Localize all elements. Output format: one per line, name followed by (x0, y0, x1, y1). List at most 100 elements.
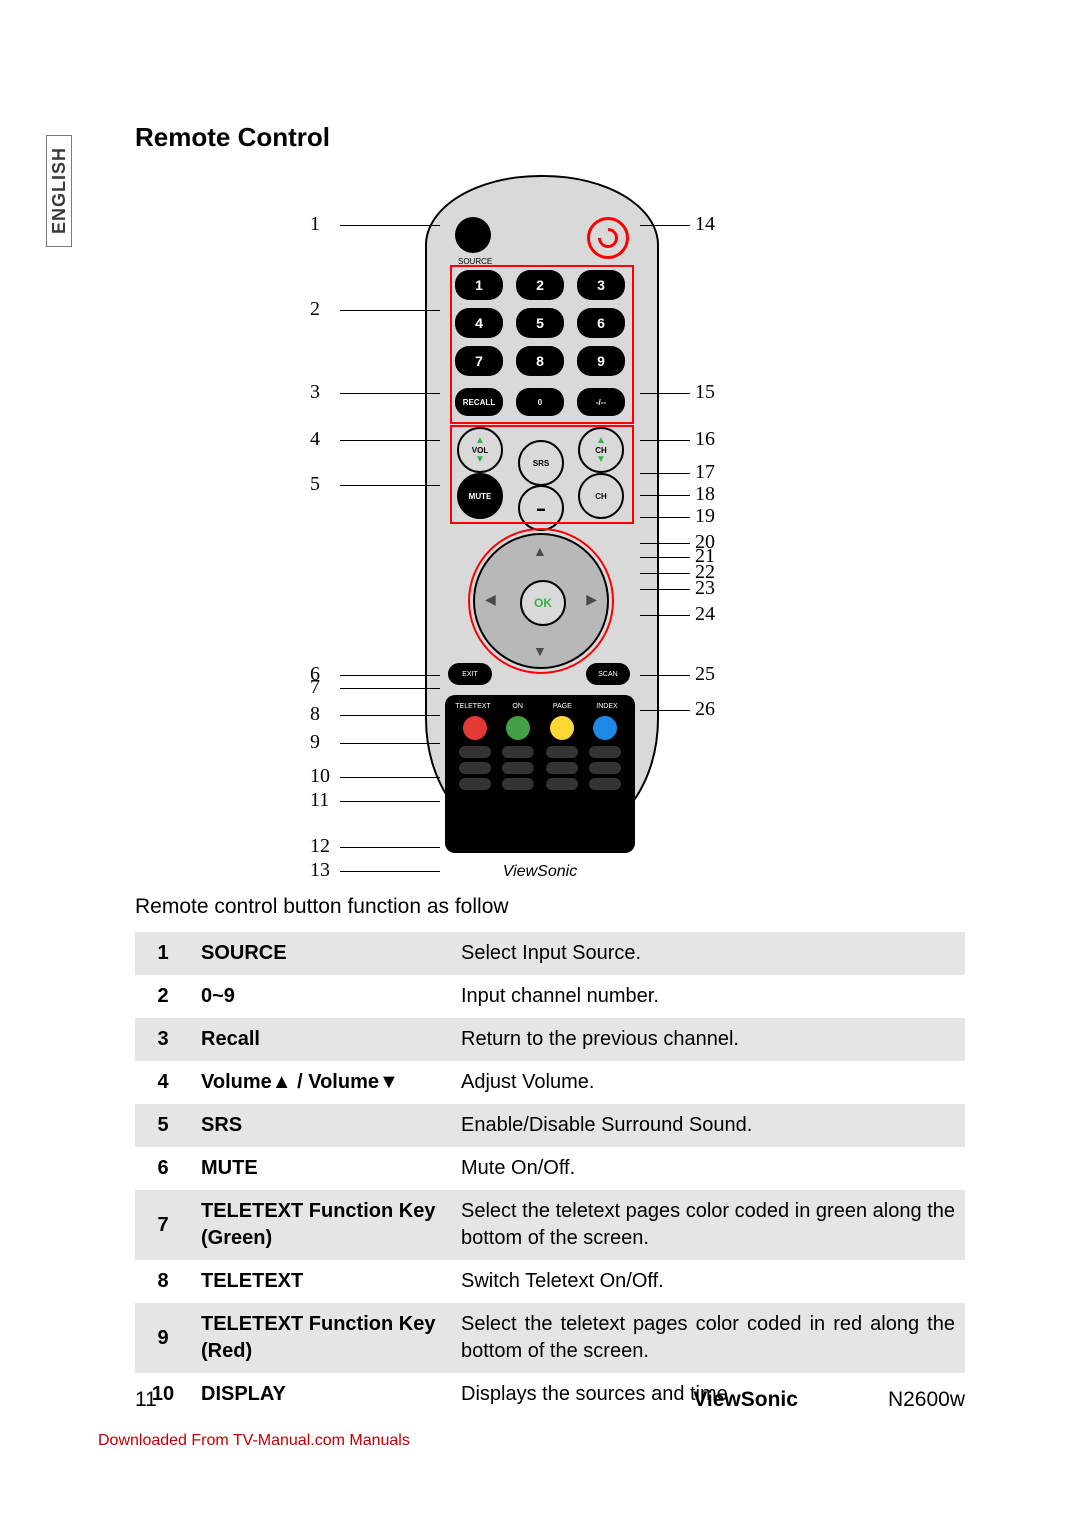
callout-line (640, 589, 690, 590)
green-key-icon (506, 716, 530, 740)
callout-line (340, 871, 440, 872)
func-name: TELETEXT Function Key (Green) (191, 1190, 451, 1260)
func-number: 3 (135, 1018, 191, 1061)
mute-button-icon: MUTE (457, 473, 503, 519)
num-8: 8 (516, 346, 564, 376)
table-row: 4Volume▲ / Volume▼Adjust Volume. (135, 1061, 965, 1104)
func-number: 7 (135, 1190, 191, 1260)
callout-line (340, 777, 440, 778)
panel-small-4 (589, 746, 621, 758)
num-2: 2 (516, 270, 564, 300)
teletext-panel: TELETEXT ON PAGE INDEX (445, 695, 635, 853)
number-pad: 1 2 3 4 5 6 7 8 9 (455, 270, 625, 376)
panel-small-9 (459, 778, 491, 790)
func-name: 0~9 (191, 975, 451, 1018)
srs-button-icon: SRS (518, 440, 564, 486)
func-number: 8 (135, 1260, 191, 1303)
callout-number: 15 (695, 381, 715, 404)
footer-model: N2600w (888, 1388, 965, 1412)
download-note: Downloaded From TV-Manual.com Manuals (98, 1432, 410, 1450)
num-5: 5 (516, 308, 564, 338)
callout-line (640, 543, 690, 544)
panel-small-8 (589, 762, 621, 774)
callout-line (340, 393, 440, 394)
arrow-down-icon: ▼ (533, 643, 547, 659)
panel-small-12 (589, 778, 621, 790)
func-name: TELETEXT Function Key (Red) (191, 1303, 451, 1373)
func-number: 5 (135, 1104, 191, 1147)
table-row: 8TELETEXTSwitch Teletext On/Off. (135, 1260, 965, 1303)
volume-button-icon: VOL (457, 427, 503, 473)
table-row: 5SRSEnable/Disable Surround Sound. (135, 1104, 965, 1147)
callout-number: 19 (695, 505, 715, 528)
callout-number: 14 (695, 213, 715, 236)
page-number: 11 (135, 1388, 157, 1412)
channel-button-icon: CH (578, 427, 624, 473)
function-table: 1SOURCESelect Input Source.20~9Input cha… (135, 932, 965, 1416)
func-name: MUTE (191, 1147, 451, 1190)
func-number: 6 (135, 1147, 191, 1190)
panel-small-10 (502, 778, 534, 790)
callout-line (340, 675, 440, 676)
num-7: 7 (455, 346, 503, 376)
panel-lbl-2: ON (498, 703, 538, 710)
dpad: ▲ ▼ ◀ ▶ OK (473, 533, 609, 669)
panel-small-3 (546, 746, 578, 758)
source-label: SOURCE (458, 257, 492, 266)
callout-line (340, 801, 440, 802)
func-name: SOURCE (191, 932, 451, 975)
table-row: 3RecallReturn to the previous channel. (135, 1018, 965, 1061)
panel-small-6 (502, 762, 534, 774)
table-row: 20~9Input channel number. (135, 975, 965, 1018)
arrow-left-icon: ◀ (485, 591, 496, 608)
num-0: 0 (516, 388, 564, 416)
func-number: 1 (135, 932, 191, 975)
callout-number: 26 (695, 698, 715, 721)
channel2-button-icon: CH (578, 473, 624, 519)
func-desc: Adjust Volume. (451, 1061, 965, 1104)
func-desc: Switch Teletext On/Off. (451, 1260, 965, 1303)
language-tab-label: ENGLISH (49, 147, 70, 234)
arrow-right-icon: ▶ (586, 591, 597, 608)
func-desc: Input channel number. (451, 975, 965, 1018)
panel-lbl-4: INDEX (587, 703, 627, 710)
ok-button: OK (520, 580, 566, 626)
panel-small-1 (459, 746, 491, 758)
ir-window-icon (455, 217, 491, 253)
callout-line (340, 440, 440, 441)
callout-line (640, 440, 690, 441)
intro-text: Remote control button function as follow (135, 895, 509, 919)
blue-key-icon (593, 716, 617, 740)
func-desc: Select the teletext pages color coded in… (451, 1190, 965, 1260)
callout-number: 18 (695, 483, 715, 506)
callout-number: 17 (695, 461, 715, 484)
footer-brand: ViewSonic (693, 1388, 798, 1412)
callout-line (640, 495, 690, 496)
yellow-key-icon (550, 716, 574, 740)
manual-page: ENGLISH Remote Control SOURCE 1 2 3 4 5 … (0, 0, 1080, 1528)
table-row: 9TELETEXT Function Key (Red)Select the t… (135, 1303, 965, 1373)
table-row: 7TELETEXT Function Key (Green)Select the… (135, 1190, 965, 1260)
func-desc: Enable/Disable Surround Sound. (451, 1104, 965, 1147)
callout-line (640, 675, 690, 676)
callout-line (640, 517, 690, 518)
remote-figure: SOURCE 1 2 3 4 5 6 7 8 9 RECALL 0 -/-- V… (310, 165, 790, 845)
red-key-icon (463, 716, 487, 740)
func-name: Volume▲ / Volume▼ (191, 1061, 451, 1104)
callout-line (640, 473, 690, 474)
panel-small-11 (546, 778, 578, 790)
callout-line (340, 485, 440, 486)
recall-row: RECALL 0 -/-- (455, 388, 625, 416)
panel-lbl-1: TELETEXT (453, 703, 493, 710)
language-tab: ENGLISH (46, 135, 72, 247)
func-name: Recall (191, 1018, 451, 1061)
func-desc: Mute On/Off. (451, 1147, 965, 1190)
num-9: 9 (577, 346, 625, 376)
panel-small-5 (459, 762, 491, 774)
callout-line (340, 225, 440, 226)
callout-line (340, 847, 440, 848)
table-row: 6MUTEMute On/Off. (135, 1147, 965, 1190)
func-number: 9 (135, 1303, 191, 1373)
panel-small-2 (502, 746, 534, 758)
remote-brand-label: ViewSonic (492, 863, 588, 881)
